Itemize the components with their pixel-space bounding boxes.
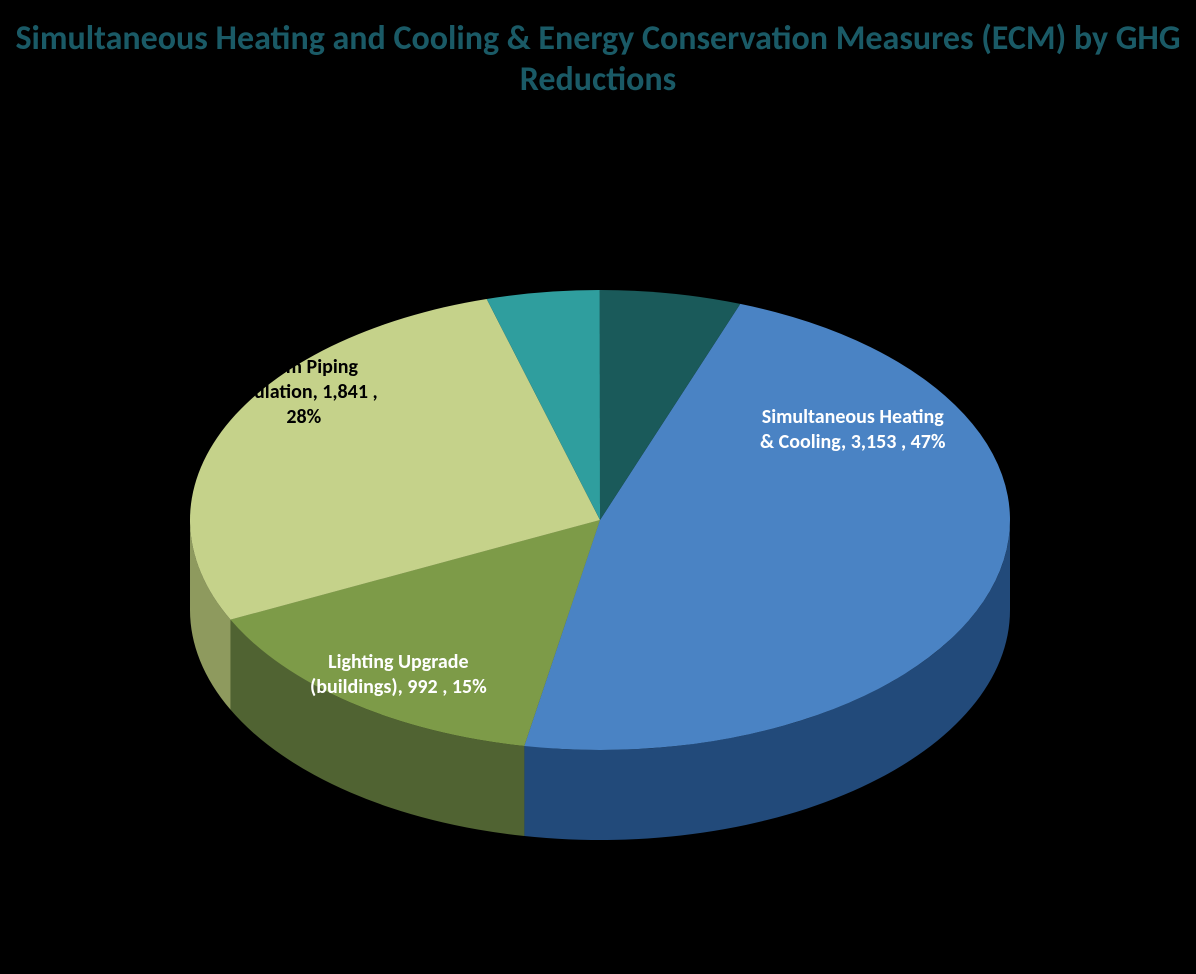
pie-svg — [0, 220, 1196, 920]
slice-label: Steam Piping Insulation, 1,841 , 28% — [230, 355, 378, 430]
slice-label: Simultaneous Heating & Cooling, 3,153 , … — [760, 405, 945, 455]
chart-container: Simultaneous Heating and Cooling & Energ… — [0, 0, 1196, 974]
pie-chart: Simultaneous Heating & Cooling, 3,153 , … — [0, 220, 1196, 920]
slice-label: Lighting Upgrade (buildings), 992 , 15% — [310, 650, 487, 700]
chart-title: Simultaneous Heating and Cooling & Energ… — [0, 18, 1196, 101]
